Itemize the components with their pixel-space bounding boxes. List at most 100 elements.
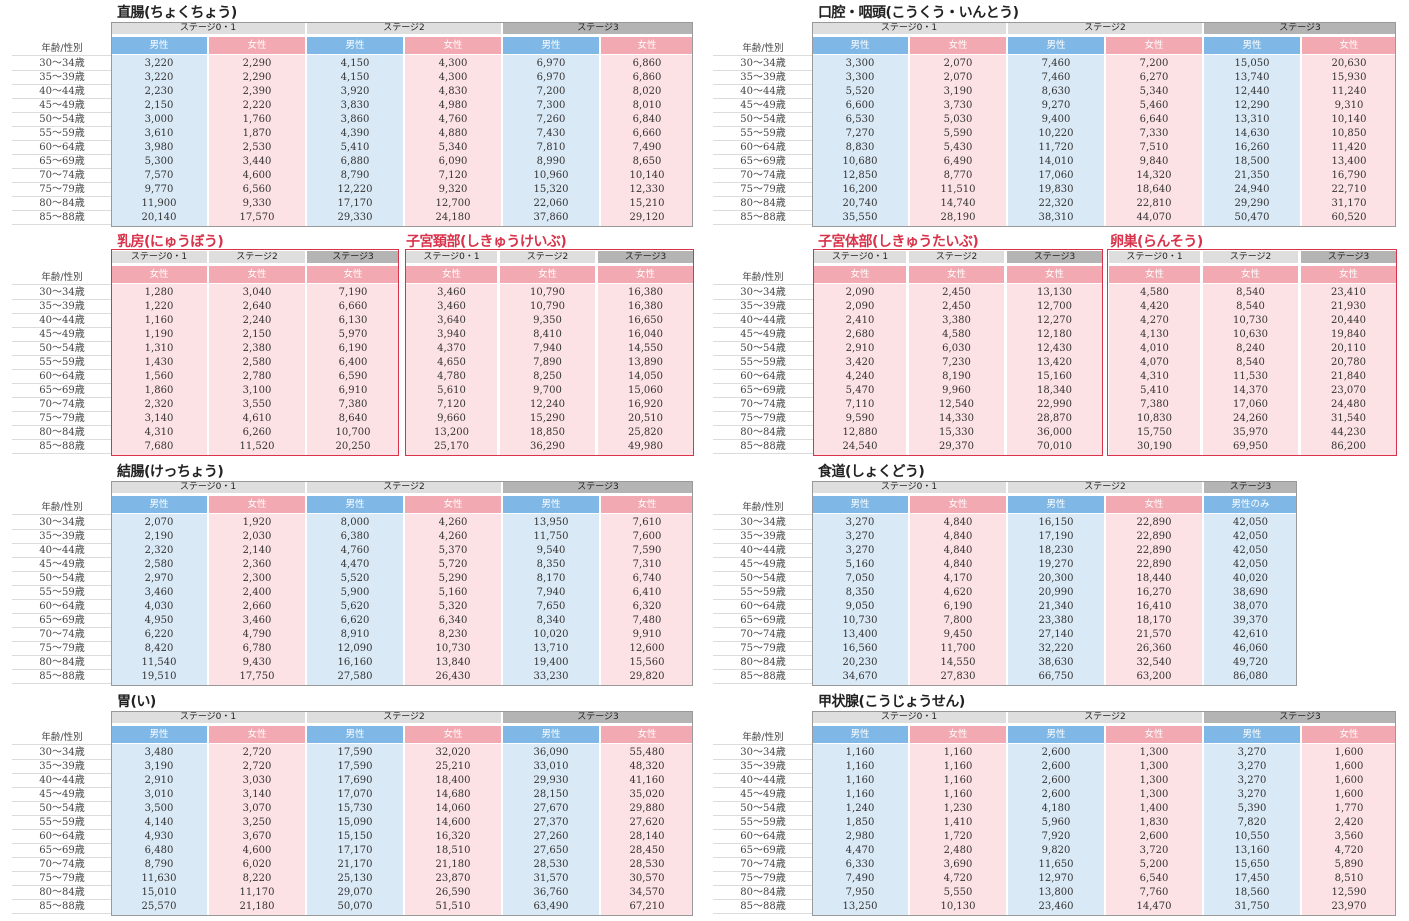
value-column: 1,600 1,600 1,600 1,600 1,770 2,420 3,560 4,720… — [1302, 744, 1396, 915]
table-cell: 7,510 — [1139, 142, 1169, 153]
table-cell: 30,570 — [629, 873, 665, 884]
age-label: 60～64歳 — [39, 601, 85, 612]
table-cell: 16,920 — [628, 399, 663, 410]
value-column: 4,300 4,300 4,830 4,980 4,760 4,880 5,340 6,090… — [405, 55, 501, 226]
stage-header: ステージ0・1 — [111, 481, 305, 493]
table-cell: 14,740 — [940, 198, 976, 209]
row-divider — [12, 210, 112, 211]
table-cell: 4,720 — [943, 873, 973, 884]
female-header: 女性 — [601, 496, 693, 513]
row-divider — [713, 168, 813, 169]
table-cell: 42,050 — [1233, 545, 1268, 556]
age-label: 35～39歳 — [39, 761, 85, 772]
table-cell: 7,430 — [536, 128, 566, 139]
table-cell: 19,400 — [533, 657, 569, 668]
table-cell: 38,070 — [1233, 601, 1268, 612]
table-cell: 14,550 — [940, 657, 976, 668]
female-header: 女性 — [406, 266, 497, 283]
table-cell: 29,820 — [629, 671, 665, 682]
value-column: 3,300 3,300 5,520 6,600 6,530 7,270 8,830 10,68… — [812, 55, 908, 226]
value-column: 1,300 1,300 1,300 1,300 1,400 1,830 2,600 3,720… — [1106, 744, 1202, 915]
table-cell: 7,380 — [1140, 399, 1169, 410]
age-label: 45～49歳 — [39, 559, 85, 570]
table-cell: 55,480 — [629, 747, 665, 758]
table-cell: 1,300 — [1139, 747, 1169, 758]
table-cell: 12,240 — [530, 399, 565, 410]
table-cell: 10,630 — [1233, 329, 1268, 340]
table-cell: 1,830 — [1139, 817, 1169, 828]
table-cell: 17,070 — [337, 789, 373, 800]
row-divider — [713, 327, 813, 328]
value-column: 36,090 33,010 29,930 28,150 27,670 27,370 27,2… — [503, 744, 599, 915]
table-cell: 8,510 — [1334, 873, 1364, 884]
age-label: 50～54歳 — [740, 343, 786, 354]
stage-header: ステージ2 — [909, 251, 1004, 263]
table-cell: 12,440 — [1234, 86, 1270, 97]
age-sex-header: 年齢/性別 — [41, 272, 83, 283]
age-label: 80～84歳 — [39, 427, 85, 438]
female-header: 女性 — [307, 266, 399, 283]
table-cell: 5,430 — [943, 142, 973, 153]
table-cell: 2,450 — [942, 301, 971, 312]
row-divider — [713, 599, 813, 600]
table-cell: 11,170 — [239, 887, 275, 898]
table-cell: 15,150 — [337, 831, 373, 842]
table-cell: 4,880 — [438, 128, 468, 139]
table-cell: 3,070 — [242, 803, 272, 814]
row-divider — [713, 383, 813, 384]
value-column: 7,200 6,270 5,340 5,460 6,640 7,330 7,510 9,840… — [1106, 55, 1202, 226]
table-cell: 1,720 — [943, 831, 973, 842]
table-cell: 17,170 — [337, 845, 373, 856]
female-header: 女性 — [909, 266, 1004, 283]
table-cell: 5,970 — [338, 329, 368, 340]
table-cell: 3,730 — [943, 100, 973, 111]
age-label: 65～69歳 — [39, 845, 85, 856]
age-label: 60～64歳 — [740, 601, 786, 612]
table-cell: 36,090 — [533, 747, 569, 758]
table-cell: 38,690 — [1233, 587, 1268, 598]
table-cell: 34,670 — [842, 671, 878, 682]
row-divider — [713, 585, 813, 586]
table-cell: 27,670 — [533, 803, 569, 814]
table-cell: 8,790 — [340, 170, 370, 181]
age-label: 45～49歳 — [740, 329, 786, 340]
age-label: 85～88歳 — [740, 671, 786, 682]
table-cell: 13,710 — [533, 643, 569, 654]
table-cell: 6,660 — [632, 128, 662, 139]
age-label: 40～44歳 — [740, 86, 786, 97]
table-cell: 2,070 — [943, 72, 973, 83]
age-label: 35～39歳 — [39, 531, 85, 542]
age-label: 50～54歳 — [740, 114, 786, 125]
table-cell: 1,760 — [242, 114, 272, 125]
age-sex-header: 年齢/性別 — [41, 43, 83, 54]
table-cell: 4,030 — [144, 601, 174, 612]
male-header: 男性 — [307, 496, 403, 513]
table-cell: 28,530 — [629, 859, 665, 870]
table-cell: 7,200 — [1139, 58, 1169, 69]
table-cell: 12,600 — [629, 643, 665, 654]
table-cell: 51,510 — [435, 901, 471, 912]
table-cell: 9,700 — [533, 385, 562, 396]
table-cell: 14,370 — [1233, 385, 1268, 396]
stage-header: ステージ2 — [307, 481, 501, 493]
row-divider — [12, 529, 112, 530]
table-cell: 16,320 — [435, 831, 471, 842]
table-cell: 5,340 — [438, 142, 468, 153]
table-cell: 1,220 — [144, 301, 174, 312]
table-cell: 3,220 — [144, 72, 174, 83]
male-header: 男性 — [1008, 37, 1104, 54]
female-header: 女性 — [209, 496, 305, 513]
table-cell: 27,620 — [629, 817, 665, 828]
table-cell: 2,720 — [242, 747, 272, 758]
table-cell: 22,890 — [1136, 517, 1172, 528]
female-header: 女性 — [1007, 266, 1102, 283]
table-cell: 3,460 — [437, 287, 466, 298]
table-cell: 21,180 — [239, 901, 275, 912]
table-cell: 3,670 — [242, 831, 272, 842]
table-cell: 14,330 — [939, 413, 974, 424]
stage-header: ステージ3 — [1007, 251, 1102, 263]
age-label: 30～34歳 — [740, 58, 786, 69]
female-header: 女性 — [405, 37, 501, 54]
table-cell: 13,400 — [842, 629, 878, 640]
table-cell: 3,270 — [845, 517, 875, 528]
